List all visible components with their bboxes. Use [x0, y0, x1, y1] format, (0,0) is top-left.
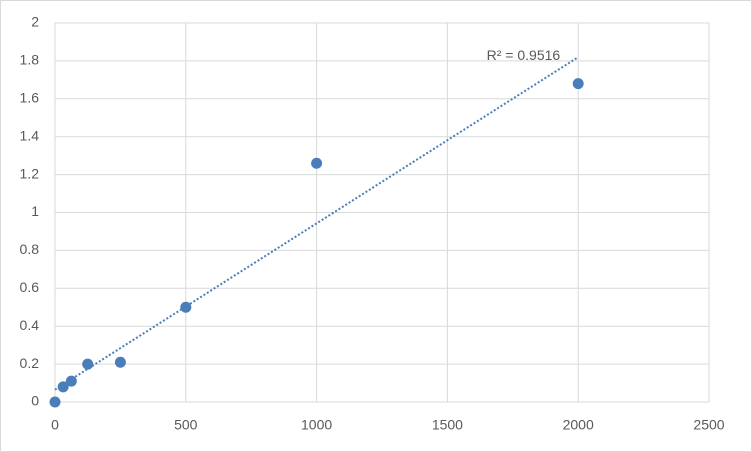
y-tick-label: 1.4 — [20, 127, 40, 143]
x-tick-label: 1000 — [301, 417, 332, 433]
point — [57, 381, 69, 393]
y-tick-label: 0 — [31, 393, 39, 409]
y-tick-label: 0.2 — [20, 355, 40, 371]
x-tick-label: 2000 — [563, 417, 594, 433]
x-tick-label: 1500 — [432, 417, 463, 433]
y-tick-label: 1.6 — [20, 90, 40, 106]
x-tick-label: 500 — [174, 417, 198, 433]
x-tick-label: 2500 — [693, 417, 724, 433]
point — [114, 356, 126, 368]
y-tick-label: 1 — [31, 203, 39, 219]
point — [65, 375, 77, 387]
point — [311, 157, 323, 169]
x-tick-label: 0 — [51, 417, 59, 433]
y-tick-label: 0.6 — [20, 279, 40, 295]
y-tick-label: 1.2 — [20, 165, 40, 181]
point — [572, 78, 584, 90]
point — [82, 358, 94, 370]
trendline-label: R² = 0.9516 — [487, 47, 561, 63]
point — [49, 396, 61, 408]
y-tick-label: 0.4 — [20, 317, 40, 333]
y-tick-label: 1.8 — [20, 52, 40, 68]
y-tick-label: 0.8 — [20, 241, 40, 257]
y-tick-label: 2 — [31, 14, 39, 30]
point — [180, 301, 192, 313]
trendline — [54, 56, 579, 391]
